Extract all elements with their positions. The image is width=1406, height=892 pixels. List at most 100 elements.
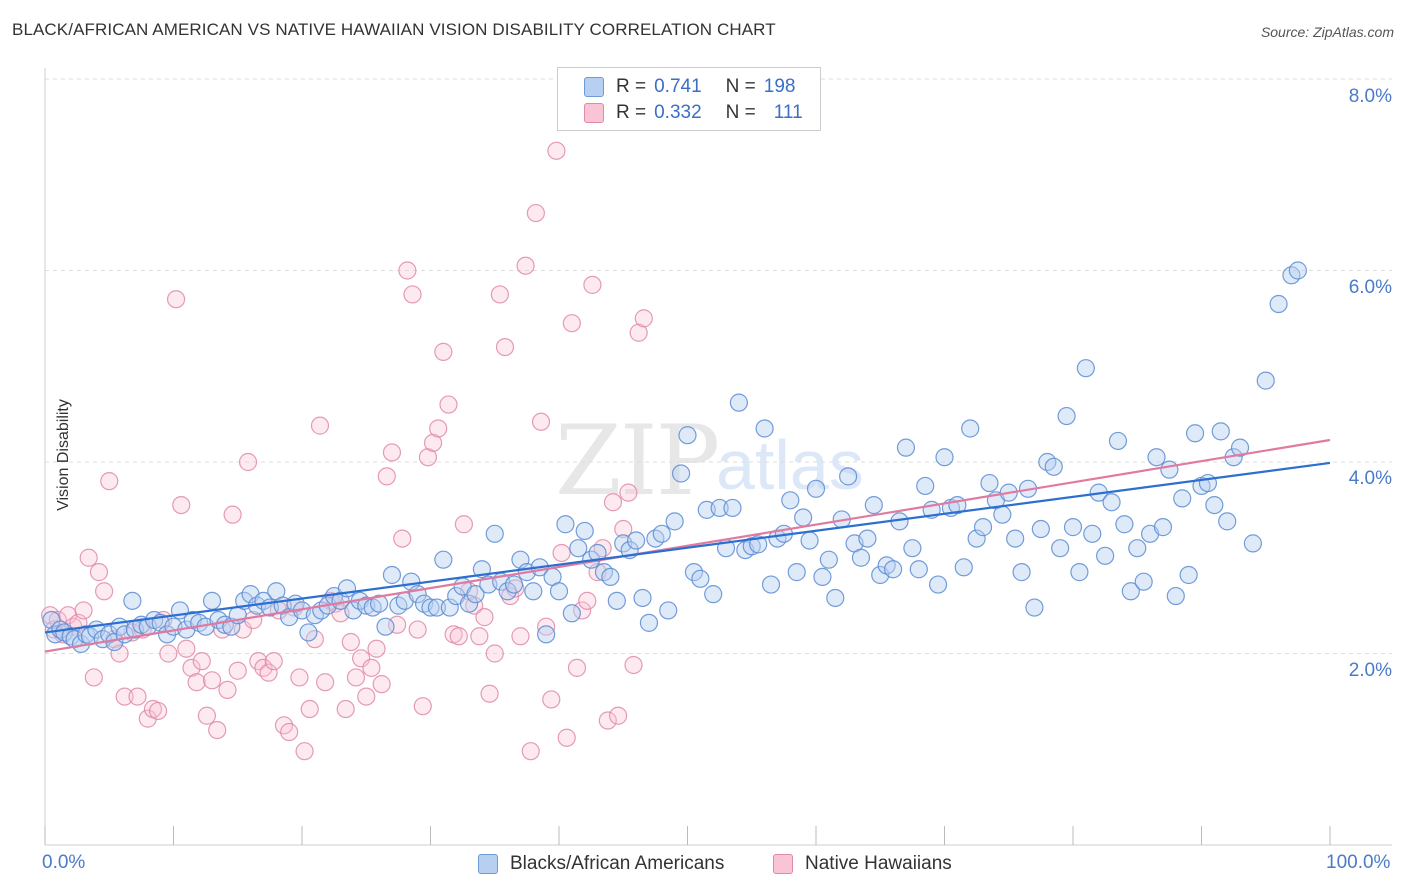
series-native-hawaiians: [41, 141, 653, 761]
data-point: [601, 567, 620, 587]
data-point: [1288, 261, 1307, 280]
data-point: [1256, 371, 1275, 390]
data-point: [967, 529, 986, 548]
data-point: [1166, 586, 1185, 606]
data-point: [1128, 539, 1147, 558]
data-point: [526, 203, 545, 223]
data-point: [310, 416, 330, 435]
data-point: [362, 658, 381, 677]
data-point: [387, 615, 407, 634]
data-point: [883, 560, 903, 579]
data-point: [470, 627, 489, 646]
data-point: [79, 548, 98, 567]
data-point: [624, 655, 643, 675]
data-point: [336, 699, 355, 719]
data-point: [439, 395, 458, 414]
data-point: [1012, 563, 1031, 582]
data-point: [562, 604, 581, 623]
data-point: [440, 598, 459, 617]
data-point: [228, 661, 247, 680]
data-point: [485, 644, 504, 663]
data-point: [480, 684, 499, 703]
data-point: [208, 720, 227, 740]
data-point: [259, 663, 278, 682]
data-point: [729, 393, 749, 412]
data-point: [367, 639, 386, 658]
data-point: [569, 539, 588, 558]
data-point: [172, 495, 191, 515]
data-point: [851, 548, 871, 567]
data-point: [372, 675, 391, 694]
n-label: N =: [725, 102, 756, 123]
y-tick-8: 8.0%: [1348, 86, 1392, 107]
data-point: [1108, 431, 1128, 451]
data-point: [1031, 519, 1050, 539]
data-point: [498, 582, 517, 601]
legend-row-pink: R = 0.332 N = 111: [584, 101, 803, 125]
data-point: [202, 671, 222, 690]
data-point: [954, 558, 973, 577]
y-tick-2: 2.0%: [1348, 660, 1392, 681]
data-point: [629, 323, 648, 342]
correlation-legend: R = 0.741 N = 198 R = 0.332 N = 111: [557, 67, 821, 131]
data-point: [691, 569, 710, 588]
data-point: [1153, 518, 1173, 537]
data-point: [614, 519, 633, 539]
data-point: [182, 658, 201, 677]
data-point: [542, 690, 561, 709]
legend-item-hawaiians: Native Hawaiians: [773, 852, 952, 876]
data-point: [671, 464, 691, 483]
data-point: [218, 680, 237, 699]
pink-swatch-icon: [584, 103, 604, 123]
series-blacks-african-americans: [42, 261, 1307, 654]
data-point: [485, 524, 504, 543]
data-point: [305, 630, 324, 649]
data-point: [166, 290, 186, 309]
r-label: R =: [616, 102, 647, 123]
data-point: [115, 687, 134, 706]
data-point: [427, 598, 447, 617]
r-value: 0.332: [654, 102, 702, 123]
data-point: [159, 644, 178, 663]
data-point: [192, 652, 211, 671]
data-point: [1198, 473, 1218, 493]
data-point: [449, 627, 468, 646]
data-point: [382, 565, 402, 585]
n-value: 198: [763, 76, 796, 97]
data-point: [110, 644, 129, 663]
data-point: [475, 608, 494, 627]
x-tick-0: 0.0%: [42, 852, 86, 873]
data-point: [1025, 598, 1044, 617]
data-point: [864, 495, 883, 515]
data-point: [993, 505, 1012, 524]
data-point: [652, 524, 671, 543]
data-point: [238, 452, 258, 472]
data-point: [961, 419, 980, 438]
y-tick-6: 6.0%: [1348, 277, 1392, 298]
data-point: [148, 701, 168, 721]
data-point: [531, 412, 551, 431]
data-point: [634, 309, 653, 328]
n-value: 111: [773, 102, 803, 123]
y-axis-label: Vision Disability: [54, 399, 72, 511]
watermark-zip: ZIP: [555, 405, 720, 517]
data-point: [537, 625, 556, 644]
data-point: [684, 563, 704, 582]
data-point: [1102, 493, 1121, 512]
data-point: [639, 613, 659, 632]
data-point: [761, 575, 781, 594]
data-point: [377, 467, 396, 486]
data-point: [1006, 529, 1025, 548]
data-point: [1147, 448, 1166, 467]
data-point: [421, 598, 440, 617]
data-point: [316, 673, 335, 692]
data-point: [376, 617, 395, 636]
data-point: [138, 709, 157, 728]
data-point: [567, 658, 587, 677]
watermark-atlas: atlas: [716, 426, 864, 504]
x-tick-100: 100.0%: [1326, 852, 1391, 873]
data-point: [547, 141, 566, 160]
data-point: [826, 588, 845, 608]
data-point: [516, 256, 535, 275]
